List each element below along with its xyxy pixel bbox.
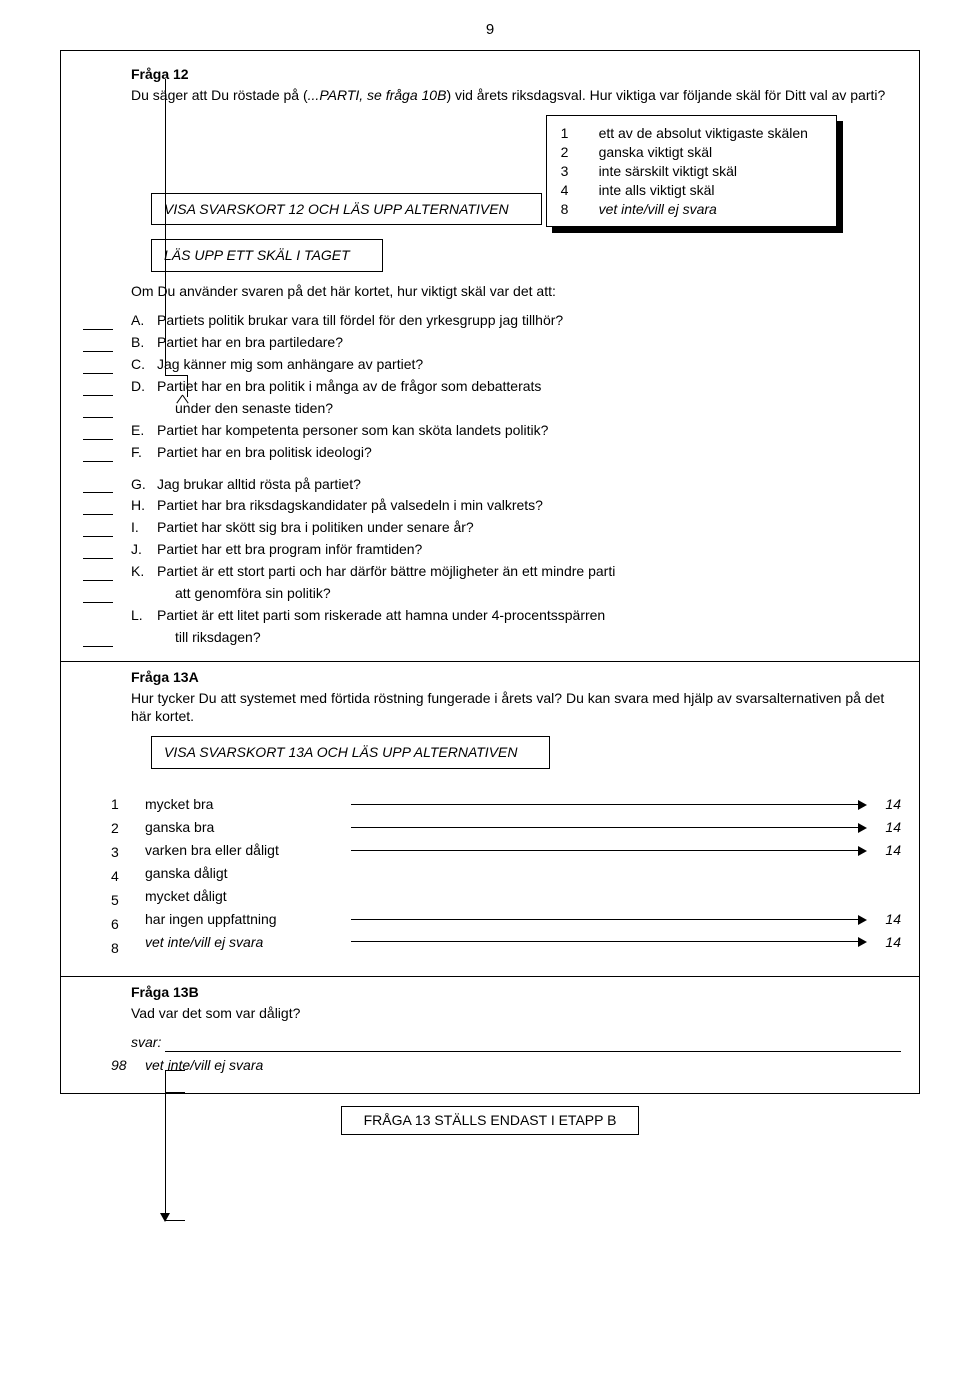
list-item: J.Partiet har ett bra program inför fram… bbox=[83, 540, 901, 559]
option-row: 4inte alls viktigt skäl bbox=[561, 181, 808, 200]
list-item-cont: till riksdagen? bbox=[83, 628, 901, 647]
q13a-text: Hur tycker Du att systemet med förtida r… bbox=[131, 689, 901, 727]
arrow-line bbox=[351, 850, 865, 851]
instruction-box-13a: VISA SVARSKORT 13A OCH LÄS UPP ALTERNATI… bbox=[151, 736, 550, 769]
list-item: C.Jag känner mig som anhängare av partie… bbox=[83, 355, 901, 374]
page: 9 Fråga 12 Du säger att Du röstade på (.… bbox=[0, 0, 960, 1388]
svar-label: svar: bbox=[131, 1033, 161, 1052]
list-item-cont: att genomföra sin politik? bbox=[83, 584, 901, 603]
q13b-text: Vad var det som var dåligt? bbox=[131, 1004, 901, 1023]
q13a-title: Fråga 13A bbox=[131, 668, 901, 687]
list-item: L.Partiet är ett litet parti som riskera… bbox=[83, 606, 901, 625]
instruction-13a-text: VISA SVARSKORT 13A OCH LÄS UPP ALTERNATI… bbox=[154, 739, 547, 766]
options-box: 1ett av de absolut viktigaste skälen 2ga… bbox=[546, 115, 837, 227]
svar-input-line[interactable] bbox=[165, 1051, 901, 1052]
footer: FRÅGA 13 STÄLLS ENDAST I ETAPP B bbox=[60, 1106, 920, 1135]
q13b-title: Fråga 13B bbox=[131, 983, 901, 1002]
instruction-box-2: LÄS UPP ETT SKÄL I TAGET bbox=[151, 239, 383, 272]
q13b-98: 98 vet inte/vill ej svara bbox=[111, 1056, 901, 1075]
option-row: 2ganska viktigt skäl bbox=[561, 143, 808, 162]
list-item: I.Partiet har skött sig bra i politiken … bbox=[83, 518, 901, 537]
main-cell: Fråga 12 Du säger att Du röstade på (...… bbox=[60, 50, 920, 1094]
svar-line: svar: bbox=[131, 1033, 901, 1052]
arrow-line bbox=[351, 919, 865, 920]
answer-row: vet inte/vill ej svara14 bbox=[145, 933, 901, 952]
q12-title: Fråga 12 bbox=[131, 65, 901, 84]
q12-items-group2: G.Jag brukar alltid rösta på partiet? H.… bbox=[83, 475, 901, 647]
q12-subq: Om Du använder svaren på det här kortet,… bbox=[131, 282, 901, 301]
list-item: G.Jag brukar alltid rösta på partiet? bbox=[83, 475, 901, 494]
instruction-box-1: VISA SVARSKORT 12 OCH LÄS UPP ALTERNATIV… bbox=[151, 193, 542, 226]
q12-text: Du säger att Du röstade på (...PARTI, se… bbox=[131, 86, 901, 105]
answer-numbers: 1 2 3 4 5 6 8 bbox=[111, 795, 145, 962]
option-row: 3inte särskilt viktigt skäl bbox=[561, 162, 808, 181]
answer-row: ganska bra14 bbox=[145, 818, 901, 837]
footer-text: FRÅGA 13 STÄLLS ENDAST I ETAPP B bbox=[341, 1106, 640, 1135]
list-item: B.Partiet har en bra partiledare? bbox=[83, 333, 901, 352]
list-item: A.Partiets politik brukar vara till förd… bbox=[83, 311, 901, 330]
q12-text-post: ) vid årets riksdagsval. Hur viktiga var… bbox=[446, 87, 885, 103]
option-row: 8vet inte/vill ej svara bbox=[561, 200, 808, 219]
arrow-line bbox=[351, 804, 865, 805]
answer-row: varken bra eller dåligt14 bbox=[145, 841, 901, 860]
page-number: 9 bbox=[60, 20, 920, 40]
answer-row: mycket dåligt bbox=[145, 887, 901, 906]
instruction-1-text: VISA SVARSKORT 12 OCH LÄS UPP ALTERNATIV… bbox=[154, 196, 539, 223]
q12-text-italic: ...PARTI, se fråga 10B bbox=[308, 87, 447, 103]
list-item: E.Partiet har kompetenta personer som ka… bbox=[83, 421, 901, 440]
answer-row: mycket bra14 bbox=[145, 795, 901, 814]
arrow-line bbox=[351, 941, 865, 942]
option-row: 1ett av de absolut viktigaste skälen bbox=[561, 124, 808, 143]
arrow-line bbox=[351, 827, 865, 828]
answer-row: har ingen uppfattning14 bbox=[145, 910, 901, 929]
q12-text-pre: Du säger att Du röstade på ( bbox=[131, 87, 308, 103]
q12-items-group1: A.Partiets politik brukar vara till förd… bbox=[83, 311, 901, 461]
instruction-2-text: LÄS UPP ETT SKÄL I TAGET bbox=[154, 242, 380, 269]
list-item-cont: under den senaste tiden? bbox=[83, 399, 901, 418]
list-item: H.Partiet har bra riksdagskandidater på … bbox=[83, 496, 901, 515]
list-item: D.Partiet har en bra politik i många av … bbox=[83, 377, 901, 396]
list-item: F.Partiet har en bra politisk ideologi? bbox=[83, 443, 901, 462]
q13a-answers: 1 2 3 4 5 6 8 mycket bra14 ganska bra14 … bbox=[111, 795, 901, 962]
answer-row: ganska dåligt bbox=[145, 864, 901, 883]
list-item: K.Partiet är ett stort parti och har där… bbox=[83, 562, 901, 581]
